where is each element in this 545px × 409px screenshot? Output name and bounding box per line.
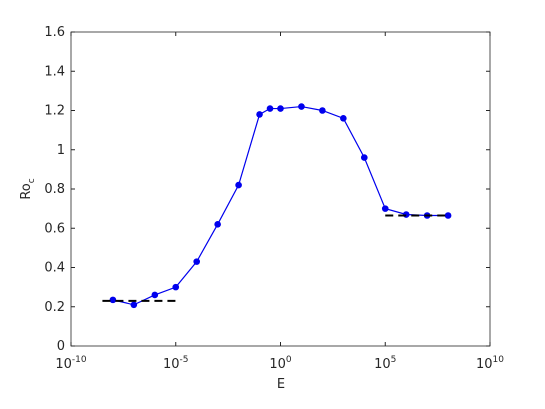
- data-point: [444, 212, 452, 219]
- data-point: [130, 301, 138, 309]
- data-point: [235, 181, 242, 189]
- x-tick-base: 10: [163, 357, 180, 372]
- y-axis-label-subscript: c: [27, 178, 37, 183]
- x-tick-exponent: 10: [493, 355, 505, 365]
- x-tick-label: 1010: [476, 355, 504, 372]
- y-tick-label: 1.2: [44, 104, 65, 119]
- data-point: [277, 105, 284, 112]
- x-tick-exponent: -10: [72, 355, 87, 365]
- x-tick-label: 100: [269, 355, 292, 372]
- y-tick-label: 0.4: [44, 261, 65, 276]
- y-tick-label: 1.6: [44, 25, 65, 40]
- x-tick-base: 10: [269, 357, 286, 372]
- y-axis-label: Roc: [19, 178, 37, 199]
- data-point: [151, 291, 159, 299]
- y-tick-label: 1.4: [44, 64, 65, 79]
- x-tick-base: 10: [55, 357, 72, 372]
- data-point: [361, 154, 368, 161]
- x-tick-label: 10-10: [55, 355, 87, 372]
- data-point: [381, 205, 389, 212]
- x-tick-label: 105: [374, 355, 396, 372]
- y-tick-label: 0.2: [44, 300, 65, 315]
- data-point: [193, 258, 200, 265]
- x-tick-base: 10: [374, 357, 391, 372]
- data-point: [340, 115, 347, 122]
- y-axis-label-text: Ro: [19, 183, 34, 199]
- data-point: [266, 105, 274, 112]
- data-point: [109, 296, 117, 304]
- data-point: [172, 283, 180, 291]
- x-tick-base: 10: [476, 357, 493, 372]
- y-tick-label: 1: [57, 143, 65, 158]
- y-tick-label: 0: [57, 339, 65, 354]
- plot-frame: [70, 31, 491, 347]
- x-tick-exponent: 0: [286, 355, 292, 365]
- y-tick-label: 0.6: [44, 221, 65, 236]
- data-point: [298, 103, 305, 110]
- data-point: [214, 221, 221, 228]
- x-axis-label: E: [277, 377, 285, 392]
- x-tick-exponent: -5: [180, 355, 189, 365]
- data-point: [319, 107, 326, 114]
- data-point: [256, 111, 263, 118]
- y-tick-label: 0.8: [44, 182, 65, 197]
- x-tick-label: 10-5: [163, 355, 189, 372]
- x-tick-exponent: 5: [391, 355, 397, 365]
- series-line: [112, 105, 449, 306]
